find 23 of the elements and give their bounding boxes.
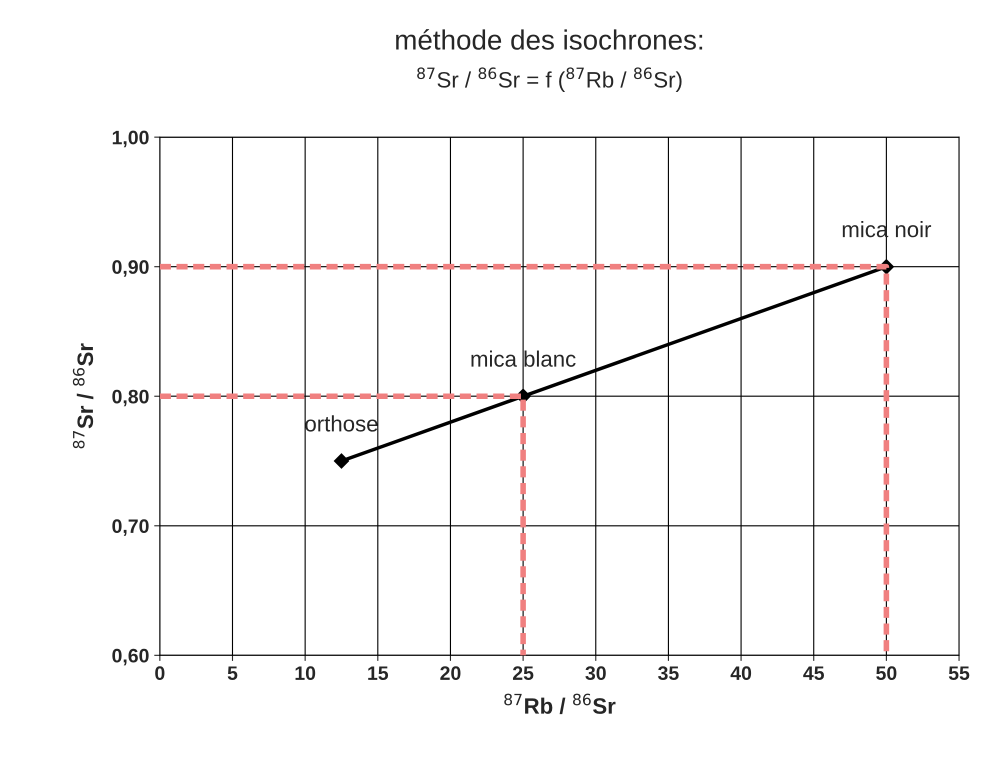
x-tick-label: 55 (948, 666, 970, 680)
x-tick-label: 45 (803, 666, 824, 680)
x-axis-title: $^{87}$Rb / $^{86}$Sr (504, 694, 616, 714)
x-tick-label: 20 (440, 666, 460, 680)
x-tick-label: 30 (585, 666, 606, 680)
chart-subtitle: $^{87}$Sr / $^{86}$Sr = f ($^{87}$Rb / $^{86}$Sr) (417, 67, 682, 92)
x-tick-label: 40 (730, 666, 752, 680)
y-axis-title: $^{87}$Sr / $^{86}$Sr (72, 343, 94, 448)
x-tick-label: 0 (155, 666, 164, 680)
chart-title: méthode des isochrones: (396, 29, 702, 50)
x-tick-label: 35 (658, 666, 679, 680)
x-tick-label: 15 (368, 666, 388, 680)
x-tick-label: 50 (876, 666, 896, 680)
annotation: mica blanc (471, 350, 576, 367)
x-tick-label: 10 (296, 666, 316, 680)
y-tick-label: 0,60 (112, 648, 149, 666)
x-tick-label: 25 (512, 666, 534, 680)
y-tick-label: 0,80 (112, 390, 149, 406)
y-tick-label: 0,90 (112, 260, 149, 277)
y-tick-label: 0,70 (112, 519, 149, 536)
x-tick-label: 5 (228, 666, 238, 680)
point (334, 453, 350, 469)
y-tick-label: 1,00 (112, 130, 149, 148)
